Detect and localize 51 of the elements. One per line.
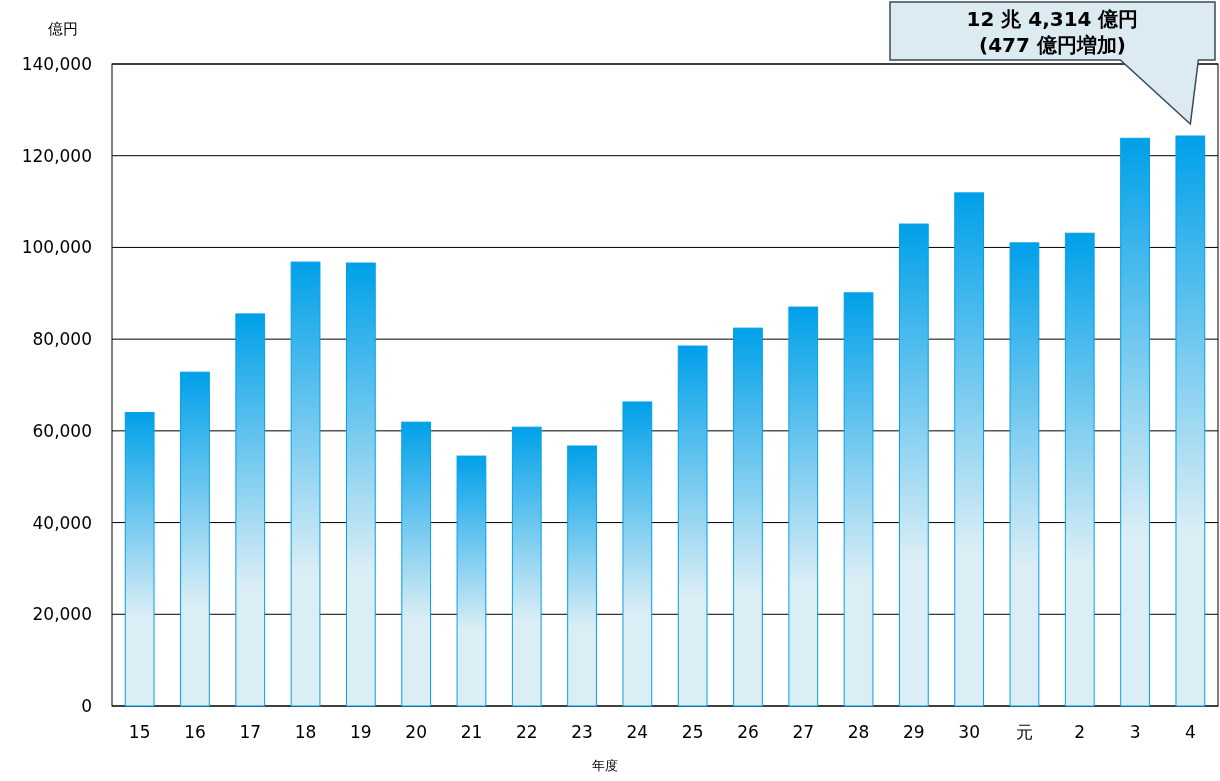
x-tick-label: 20: [405, 722, 427, 742]
bar: [567, 445, 597, 707]
x-tick-label: 17: [239, 722, 262, 742]
y-tick-label: 40,000: [32, 512, 92, 533]
x-tick-label: 4: [1184, 722, 1196, 742]
x-tick-label: 16: [184, 722, 206, 742]
bar: [1009, 242, 1040, 707]
y-axis-title: 億円: [48, 20, 78, 38]
x-tick-label: 28: [847, 722, 870, 742]
x-tick-label: 18: [294, 722, 317, 742]
x-tick-label: 26: [737, 722, 759, 742]
x-axis-title: 年度: [592, 758, 618, 773]
x-tick-label: 3: [1129, 722, 1141, 742]
y-tick-label: 140,000: [21, 54, 92, 74]
bar: [511, 426, 542, 707]
bar: [180, 371, 210, 707]
y-tick-label: 60,000: [32, 420, 92, 441]
bar: [733, 327, 763, 707]
bar: [345, 262, 376, 707]
bar: [788, 306, 819, 707]
x-tick-label: 元: [1015, 722, 1033, 742]
bar: [1120, 137, 1150, 707]
bar: [622, 401, 653, 707]
x-tick-label: 24: [626, 722, 649, 742]
bar: [843, 292, 874, 707]
text: 12 兆 4,314 億円 (477 億円増加): [966, 7, 1139, 57]
y-tick-label: 20,000: [32, 604, 92, 625]
x-tick-label: 15: [128, 722, 151, 742]
bar: [1064, 232, 1095, 707]
x-tick-label: 25: [681, 722, 704, 742]
bar: [1175, 135, 1206, 707]
bar: [235, 313, 266, 707]
bar: [290, 261, 321, 707]
bar: [898, 223, 929, 707]
y-tick-label: 120,000: [21, 145, 92, 166]
x-tick-label: 2: [1074, 722, 1086, 742]
y-tick-label: 100,000: [21, 237, 92, 258]
bar: [124, 412, 155, 707]
y-tick-label: 0: [81, 696, 92, 716]
x-tick-label: 23: [571, 722, 593, 742]
bar: [401, 421, 432, 707]
bar: [954, 192, 985, 707]
y-tick-label: 80,000: [32, 329, 92, 350]
bar: [677, 345, 708, 707]
x-tick-label: 30: [958, 722, 980, 742]
x-tick-label: 21: [460, 722, 483, 742]
x-tick-label: 27: [792, 722, 815, 742]
x-tick-label: 22: [515, 722, 538, 742]
x-tick-label: 29: [903, 722, 925, 742]
bar: [456, 455, 487, 707]
x-tick-label: 19: [350, 722, 372, 742]
